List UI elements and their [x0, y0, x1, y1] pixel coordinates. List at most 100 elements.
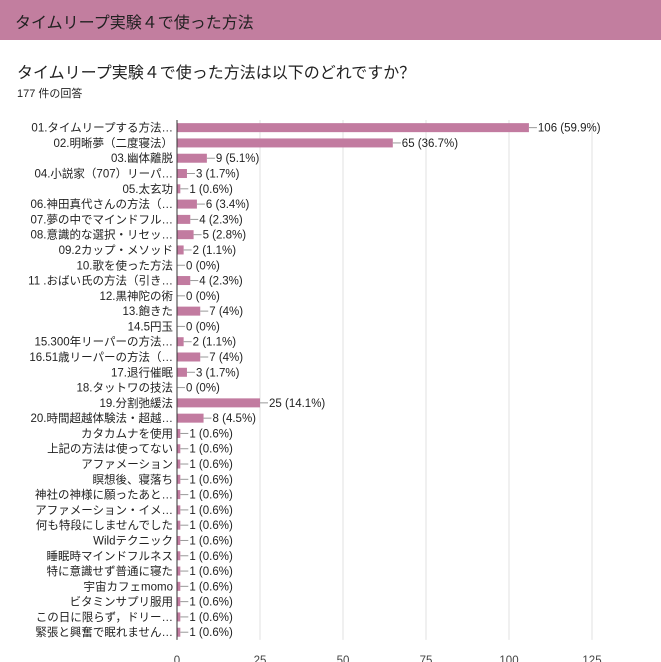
bar: [177, 169, 187, 179]
category-label: 睡眠時マインドフルネス: [47, 550, 174, 563]
category-label: 14.5円玉: [128, 321, 173, 333]
category-label: 上記の方法は使ってない: [47, 442, 173, 456]
x-tick-label: 100: [499, 655, 518, 662]
category-label: 04.小説家（707）リーパ…: [34, 167, 173, 181]
bar: [177, 444, 181, 454]
x-tick-label: 25: [254, 655, 267, 662]
bar: [177, 367, 187, 377]
category-label: 緊張と興奮で眠れません…: [35, 625, 173, 639]
bar: [177, 123, 529, 133]
bar: [177, 474, 181, 484]
category-label: 11 .おばい氏の方法（引き…: [28, 274, 173, 288]
bar: [177, 535, 181, 545]
bar: [177, 627, 181, 637]
bar: [177, 337, 184, 347]
category-label: 09.2カップ・メソッド: [59, 244, 173, 257]
data-label: 65 (36.7%): [402, 138, 458, 150]
data-label: 8 (4.5%): [213, 413, 257, 425]
category-label: 06.神田真代さんの方法（…: [31, 197, 174, 211]
bar: [177, 581, 181, 591]
data-label: 0 (0%): [186, 260, 220, 272]
bar: [177, 413, 204, 423]
data-label: 7 (4%): [209, 306, 243, 318]
category-label: 07.夢の中でマインドフル…: [31, 213, 174, 226]
bar: [177, 230, 194, 240]
category-label: アファメーション: [81, 459, 173, 471]
bar: [177, 153, 207, 163]
bar: [177, 566, 181, 576]
data-label: 7 (4%): [209, 352, 243, 364]
data-label: 1 (0.6%): [189, 581, 233, 593]
data-label: 3 (1.7%): [196, 367, 240, 379]
category-label: アファメーション・イメ…: [35, 505, 173, 517]
data-label: 0 (0%): [186, 291, 220, 303]
data-label: 1 (0.6%): [189, 428, 233, 440]
x-tick-label: 50: [337, 655, 350, 662]
data-label: 5 (2.8%): [203, 230, 247, 242]
data-label: 1 (0.6%): [189, 627, 233, 639]
category-label: 08.意識的な選択・リセッ…: [31, 228, 174, 242]
category-label: この日に限らず，ドリー…: [36, 611, 173, 624]
data-label: 1 (0.6%): [189, 566, 233, 578]
bar: [177, 459, 181, 469]
category-label: 宇宙カフェmomo: [84, 579, 173, 593]
question-title: タイムリープ実験４で使った方法は以下のどれですか？: [17, 65, 416, 82]
bar: [177, 551, 181, 561]
category-label: 03.幽体離脱: [111, 151, 173, 165]
data-label: 1 (0.6%): [189, 444, 233, 456]
data-label: 25 (14.1%): [269, 398, 325, 410]
category-label: Wildテクニック: [93, 534, 173, 547]
bar: [177, 612, 181, 622]
bar: [177, 352, 201, 362]
category-label: 神社の神様に願ったあと…: [35, 488, 173, 502]
category-label: 19.分割弛緩法: [100, 396, 174, 410]
category-label: カタカムナを使用: [81, 426, 173, 440]
data-label: 1 (0.6%): [189, 505, 233, 517]
bar: [177, 199, 197, 209]
data-label: 1 (0.6%): [189, 520, 233, 532]
bar: [177, 597, 181, 607]
bar: [177, 520, 181, 530]
category-label: 10.歌を使った方法: [77, 258, 174, 272]
data-label: 1 (0.6%): [189, 612, 233, 624]
data-label: 1 (0.6%): [189, 474, 233, 486]
data-label: 1 (0.6%): [189, 459, 233, 471]
category-label: 13.飽きた: [123, 304, 174, 318]
category-label: 15.300年リーパーの方法…: [34, 335, 173, 349]
data-label: 2 (1.1%): [193, 337, 237, 349]
category-label: 05.太玄功: [123, 182, 174, 196]
form-title: タイムリープ実験４で使った方法: [15, 15, 254, 32]
data-label: 0 (0%): [186, 321, 220, 333]
category-label: 瞑想後、寝落ち: [93, 472, 174, 486]
data-label: 1 (0.6%): [189, 184, 233, 196]
category-label: 20.時間超越体験法・超越…: [31, 411, 174, 425]
x-tick-label: 0: [174, 655, 180, 662]
category-label: 18.タットワの技法: [77, 381, 174, 395]
bar: [177, 138, 393, 148]
data-label: 1 (0.6%): [189, 490, 233, 502]
data-label: 9 (5.1%): [216, 153, 260, 165]
data-label: 106 (59.9%): [538, 123, 601, 135]
response-count: 177 件の回答: [17, 88, 83, 100]
data-label: 1 (0.6%): [189, 535, 233, 547]
data-label: 6 (3.4%): [206, 199, 250, 211]
data-label: 4 (2.3%): [199, 276, 243, 288]
category-label: 16.51歳リーパーの方法（…: [29, 350, 173, 364]
data-label: 4 (2.3%): [199, 214, 243, 226]
bar: [177, 214, 191, 224]
data-label: 1 (0.6%): [189, 597, 233, 609]
category-label: 12.黒神陀の術: [100, 289, 174, 303]
x-tick-label: 125: [582, 655, 601, 662]
bar: [177, 276, 191, 286]
category-label: 何も特段にしませんでした: [36, 518, 173, 532]
data-label: 1 (0.6%): [189, 551, 233, 563]
category-label: ビタミンサプリ服用: [70, 596, 174, 609]
category-label: 17.退行催眠: [111, 365, 173, 379]
bar: [177, 245, 184, 255]
bar: [177, 398, 260, 408]
bar: [177, 505, 181, 515]
data-label: 3 (1.7%): [196, 169, 240, 181]
bar: [177, 490, 181, 500]
data-label: 2 (1.1%): [193, 245, 237, 257]
